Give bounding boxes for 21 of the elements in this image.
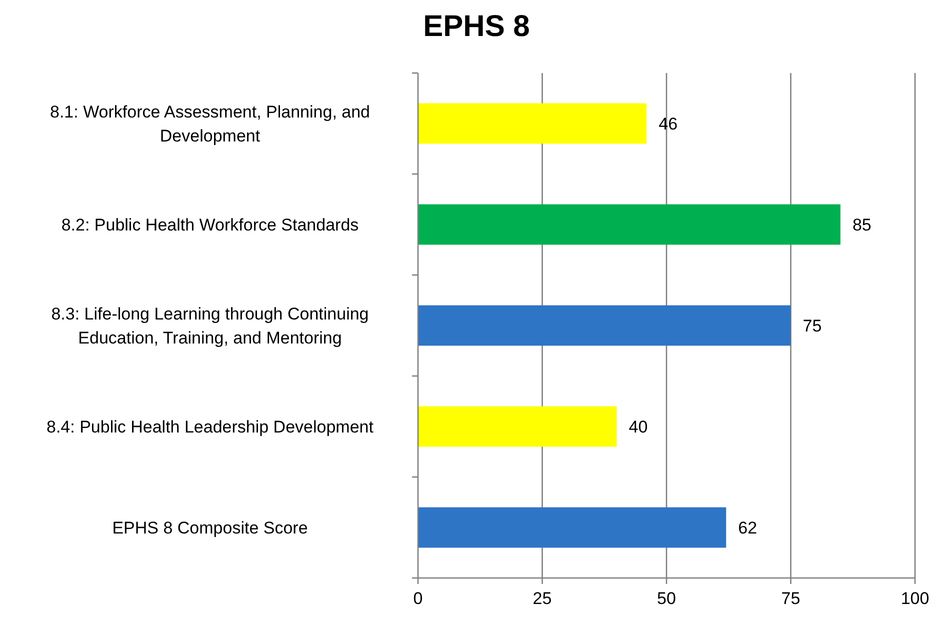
bar	[418, 305, 791, 346]
bar	[418, 406, 617, 447]
bar	[418, 103, 647, 144]
y-tick-label: 8.1: Workforce Assessment, Planning, and Development	[50, 102, 370, 146]
data-label: 40	[628, 417, 648, 436]
y-tick-label: EPHS 8 Composite Score	[112, 518, 308, 538]
bar	[418, 507, 726, 548]
x-tick-label: 50	[657, 589, 676, 608]
data-label: 46	[658, 114, 678, 134]
data-label: 85	[852, 215, 872, 234]
x-tick-label: 25	[532, 589, 552, 608]
x-tick-label: 75	[781, 589, 800, 608]
x-tick-label: 0	[413, 589, 423, 608]
chart-title: EPHS 8	[423, 10, 530, 43]
data-label: 75	[802, 316, 822, 336]
y-tick-label: 8.4: Public Health Leadership Development	[46, 417, 374, 436]
y-tick-label: 8.2: Public Health Workforce Standards	[61, 215, 359, 234]
x-tick-label: 100	[900, 589, 930, 608]
data-label: 62	[738, 518, 758, 538]
y-tick-label: 8.3: Life-long Learning through Continuing Education, Training, and Mentoring	[51, 304, 369, 348]
bar	[418, 204, 840, 245]
